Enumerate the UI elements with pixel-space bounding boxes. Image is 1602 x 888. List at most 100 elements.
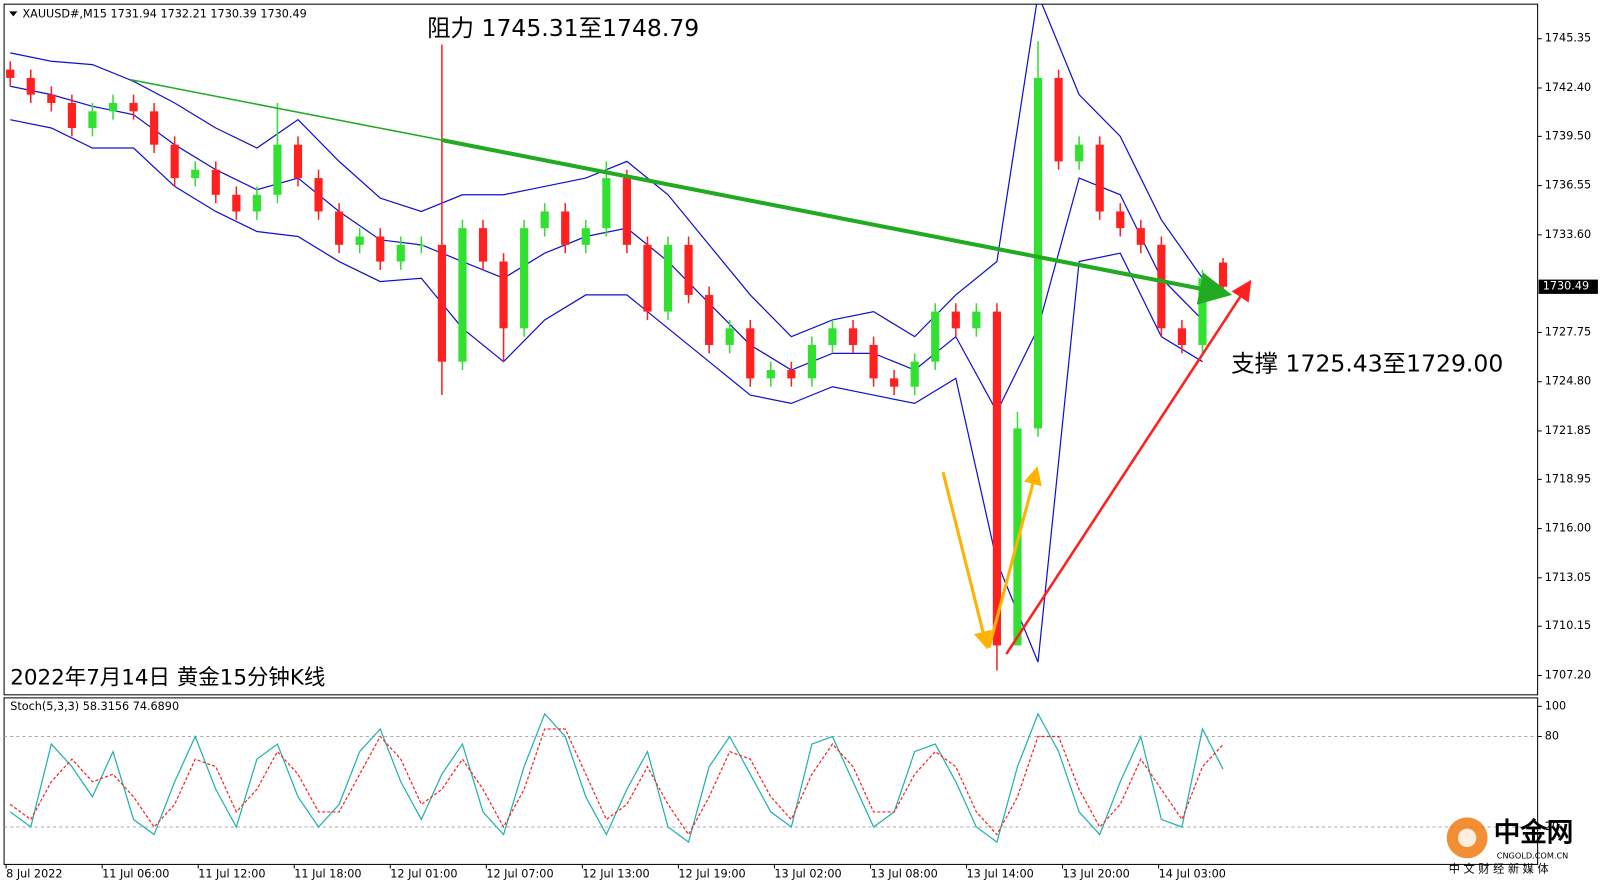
y-tick-label: 1721.85: [1545, 424, 1591, 437]
x-tick-label: 12 Jul 19:00: [678, 868, 745, 881]
x-tick-label: 13 Jul 14:00: [967, 868, 1034, 881]
x-tick-label: 13 Jul 20:00: [1063, 868, 1130, 881]
candle-body: [1095, 144, 1104, 212]
candle-body: [581, 228, 590, 245]
x-tick-label: 12 Jul 07:00: [486, 868, 553, 881]
y-tick-label: 1742.40: [1545, 81, 1591, 94]
candle-body: [1177, 328, 1187, 345]
candle-body: [150, 111, 159, 145]
candle-body: [437, 244, 446, 362]
x-tick-label: 11 Jul 06:00: [102, 868, 169, 881]
candle-body: [6, 69, 15, 78]
x-tick-label: 14 Jul 03:00: [1159, 868, 1226, 881]
logo-text: 中金网: [1494, 817, 1574, 848]
y-tick-label: 1745.35: [1545, 32, 1591, 45]
candle-body: [1033, 77, 1043, 429]
candle-body: [396, 244, 405, 262]
candle-body: [88, 111, 97, 129]
candle-body: [766, 370, 775, 379]
candle-body: [787, 370, 796, 379]
current-price: 1730.49: [1543, 280, 1589, 293]
band-lower: [10, 119, 1203, 663]
candle-body: [602, 178, 611, 229]
candle-body: [376, 236, 385, 262]
candle-body: [848, 328, 858, 345]
candle-body: [746, 328, 755, 379]
up-arrow: [987, 466, 1042, 649]
candle-body: [26, 77, 35, 95]
logo-inner: [1457, 828, 1477, 848]
candle-body: [951, 311, 960, 329]
candle-body: [191, 169, 200, 179]
x-tick-label: 13 Jul 02:00: [774, 868, 841, 881]
candle-body: [67, 102, 76, 129]
y-tick-label: 1736.55: [1545, 179, 1591, 192]
y-tick-label: 1727.75: [1545, 325, 1591, 338]
logo-domain: CNGOLD.COM.CN: [1497, 851, 1569, 861]
date-label: 2022年7月14日 黄金15分钟K线: [10, 665, 325, 690]
candle-body: [890, 378, 899, 387]
candle-body: [293, 144, 303, 179]
trend-lines: [130, 79, 1252, 655]
candle-body: [314, 178, 323, 212]
candle-body: [643, 244, 652, 312]
candle-body: [828, 328, 837, 345]
candle-body: [1198, 278, 1207, 345]
stoch-line: [9, 728, 1224, 836]
candle-body: [972, 311, 981, 329]
y-tick-label: 80: [1545, 730, 1559, 743]
down-arrow: [941, 471, 992, 650]
y-tick-label: 1739.50: [1545, 129, 1591, 142]
y-tick-label: 100: [1545, 699, 1566, 712]
candle-body: [108, 102, 118, 112]
candle-body: [705, 294, 714, 345]
candle-body: [807, 344, 816, 379]
candle-body: [1218, 262, 1228, 287]
price-label-box: [1538, 279, 1598, 294]
candle-body: [211, 169, 220, 195]
main-panel: [3, 3, 1539, 696]
trend-line: [130, 79, 442, 141]
watermark: 中金网 CNGOLD.COM.CN 中 文 财 经 新 媒 体: [1446, 817, 1574, 876]
candle-body: [458, 228, 467, 362]
candle-body: [931, 311, 940, 362]
candle-body: [273, 144, 282, 195]
y-tick-label: 1716.00: [1545, 522, 1591, 535]
stochastic: [4, 712, 1538, 844]
candle-body: [992, 311, 1002, 646]
x-tick-label: 12 Jul 13:00: [582, 868, 649, 881]
candle-body: [869, 344, 878, 379]
candle-body: [1157, 244, 1166, 329]
candle-body: [47, 94, 56, 103]
resistance-label: 阻力 1745.31至1748.79: [427, 14, 699, 42]
x-tick-label: 8 Jul 2022: [6, 868, 62, 881]
candle-body: [1054, 77, 1063, 162]
stoch-panel: [3, 697, 1539, 865]
y-tick-label: 1718.95: [1545, 472, 1591, 485]
logo-slogan: 中 文 财 经 新 媒 体: [1449, 862, 1549, 876]
candle-body: [355, 236, 364, 245]
candle-body: [478, 228, 488, 262]
symbol-header: XAUUSD#,M15 1731.94 1732.21 1730.39 1730…: [22, 7, 306, 20]
candle-body: [417, 244, 426, 246]
x-tick-label: 11 Jul 12:00: [198, 868, 265, 881]
y-tick-label: 1724.80: [1545, 375, 1591, 388]
x-tick-label: 13 Jul 08:00: [870, 868, 937, 881]
candle-body: [232, 194, 241, 212]
candle-body: [684, 244, 693, 295]
candle-body: [335, 211, 344, 245]
x-tick-label: 11 Jul 18:00: [294, 868, 361, 881]
menu-triangle: [9, 11, 18, 17]
candle-body: [663, 244, 673, 312]
y-tick-label: 20: [1545, 820, 1559, 833]
candle-body: [499, 261, 508, 329]
candle-body: [1075, 144, 1084, 162]
candle-body: [252, 194, 261, 212]
candle-body: [561, 211, 570, 245]
candle-body: [129, 102, 138, 112]
axes: 1745.35 1742.40 1739.50 1736.55 1733.60 1727.…: [5, 32, 1598, 881]
candle-body: [622, 178, 631, 245]
y-tick-label: 1707.20: [1545, 668, 1591, 681]
trend-line: [440, 138, 1232, 305]
